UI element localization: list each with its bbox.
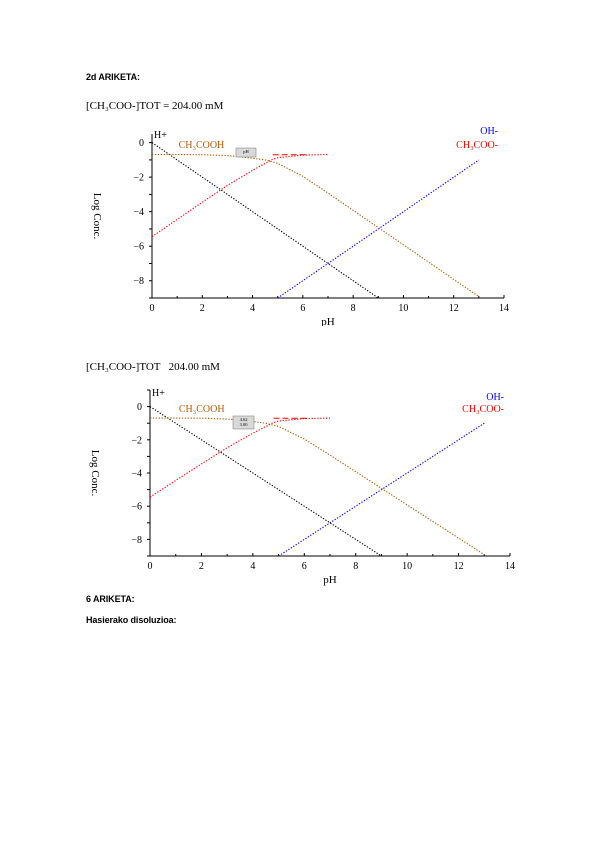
series-line-oh bbox=[277, 159, 480, 299]
x-tick-label: 8 bbox=[351, 303, 356, 314]
initial-solution-heading: Hasierako disoluzioa: bbox=[86, 615, 177, 625]
x-tick-label: 10 bbox=[398, 303, 408, 314]
x-tick-label: 12 bbox=[454, 561, 464, 572]
y-tick-label: −2 bbox=[131, 435, 142, 446]
x-tick-label: 12 bbox=[449, 303, 459, 314]
x-tick-label: 2 bbox=[199, 561, 204, 572]
x-tick-label: 6 bbox=[300, 303, 305, 314]
series-annotation-chcoo: CH₃COO- bbox=[462, 404, 504, 415]
y-axis-label: Log Conc. bbox=[89, 450, 101, 497]
log-concentration-chart-1: 0 −2 −4 −6 −8 0 2 4 6 8 10 12 14 pH Log Conc. H+ OH- CH₃C… bbox=[0, 126, 599, 331]
x-tick-label: 10 bbox=[402, 561, 412, 572]
x-tick-label: 0 bbox=[150, 303, 155, 314]
x-tick-label: 2 bbox=[200, 303, 205, 314]
series-line-chcoo bbox=[151, 153, 329, 238]
marker-box-text: 4.62 bbox=[240, 417, 248, 422]
marker-box-text: pH bbox=[243, 149, 249, 154]
x-tick-label: 4 bbox=[250, 561, 255, 572]
series-line-oh bbox=[278, 422, 485, 557]
y-tick-label: −8 bbox=[133, 276, 144, 287]
x-tick-label: 4 bbox=[250, 303, 255, 314]
y-tick-label: −4 bbox=[131, 469, 142, 480]
series-line-chcooh bbox=[150, 417, 485, 556]
y-tick-label: −2 bbox=[133, 173, 144, 184]
marker-box bbox=[235, 147, 257, 158]
series-annotation-chcoo: CH₃COO- bbox=[456, 140, 498, 151]
x-tick-label: 0 bbox=[148, 561, 153, 572]
total-concentration-label-1: [CH₃COO-]TOT = 204.00 mM bbox=[86, 100, 224, 112]
series-annotation-h: H+ bbox=[154, 130, 167, 141]
series-line-h bbox=[151, 142, 379, 299]
y-tick-label: 0 bbox=[137, 402, 142, 413]
x-tick-label: 14 bbox=[499, 303, 509, 314]
series-annotation-h: H+ bbox=[152, 388, 165, 399]
series-line-chcooh bbox=[152, 153, 480, 298]
section-heading-2d: 2d ARIKETA: bbox=[86, 72, 140, 82]
series-annotation-oh: OH- bbox=[480, 126, 498, 137]
section-heading-6: 6 ARIKETA: bbox=[86, 594, 135, 604]
series-line-chcoo bbox=[149, 417, 331, 498]
x-tick-label: 14 bbox=[505, 561, 515, 572]
x-tick-label: 8 bbox=[353, 561, 358, 572]
y-axis-label: Log Conc. bbox=[91, 193, 103, 240]
x-tick-label: 6 bbox=[302, 561, 307, 572]
log-concentration-chart-2: 0 −2 −4 −6 −8 0 2 4 6 8 10 12 14 pH Log Conc. H+ OH- CH₃C… bbox=[0, 380, 599, 595]
y-tick-label: −8 bbox=[131, 535, 142, 546]
y-tick-label: −4 bbox=[133, 207, 144, 218]
series-annotation-chcooh: CH₃COOH bbox=[179, 140, 225, 151]
marker-box-text: 3.00 bbox=[240, 422, 249, 427]
series-annotation-chcooh: CH₃COOH bbox=[179, 404, 225, 415]
y-tick-label: −6 bbox=[131, 502, 142, 513]
series-annotation-oh: OH- bbox=[486, 392, 504, 403]
marker-box bbox=[232, 415, 255, 430]
y-tick-label: −6 bbox=[133, 242, 144, 253]
y-tick-label: 0 bbox=[139, 138, 144, 149]
total-concentration-label-2: [CH₃COO-]TOT 204.00 mM bbox=[86, 361, 220, 373]
series-line-h bbox=[149, 406, 382, 557]
x-axis-label: pH bbox=[323, 574, 337, 586]
x-axis-label: pH bbox=[321, 316, 335, 326]
